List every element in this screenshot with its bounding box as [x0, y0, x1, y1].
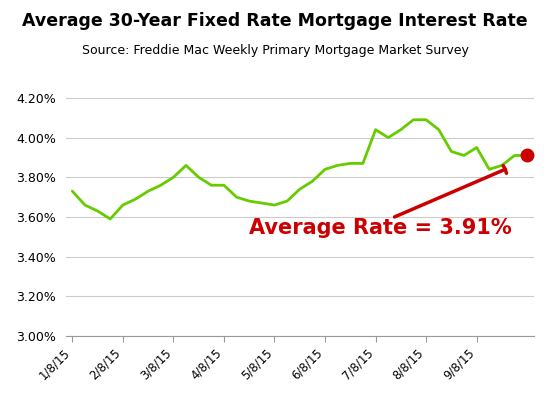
Text: Source: Freddie Mac Weekly Primary Mortgage Market Survey: Source: Freddie Mac Weekly Primary Mortg…: [81, 44, 469, 57]
Text: Average Rate = 3.91%: Average Rate = 3.91%: [249, 218, 512, 238]
Text: Average 30-Year Fixed Rate Mortgage Interest Rate: Average 30-Year Fixed Rate Mortgage Inte…: [22, 12, 528, 30]
